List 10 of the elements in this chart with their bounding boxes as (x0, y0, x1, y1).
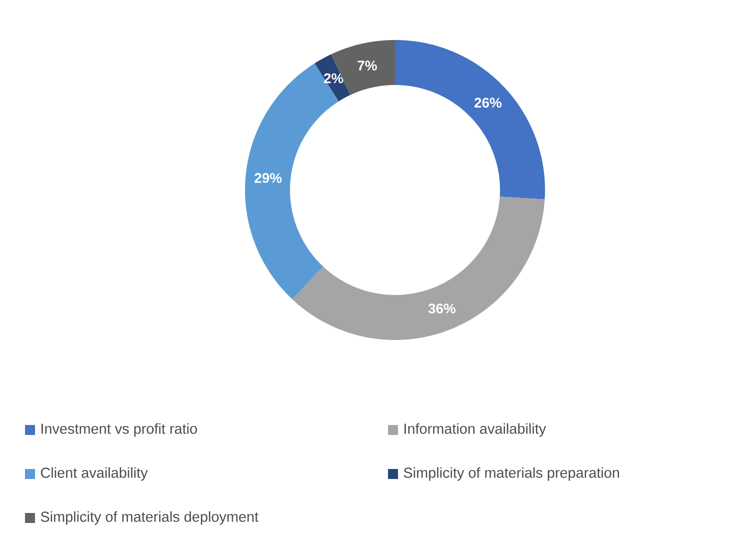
legend-label: Simplicity of materials preparation (404, 467, 619, 481)
legend-label: Client availability (40, 467, 148, 481)
data-label: 29% (254, 173, 282, 183)
data-label: 26% (474, 98, 502, 108)
data-label: 36% (428, 304, 456, 314)
legend-label: Investment vs profit ratio (42, 423, 197, 437)
data-label: 7% (358, 60, 377, 70)
legend-label: Simplicity of materials deployment (40, 511, 258, 525)
legend-label: Information availability (404, 423, 546, 437)
data-label: 2% (324, 73, 344, 84)
